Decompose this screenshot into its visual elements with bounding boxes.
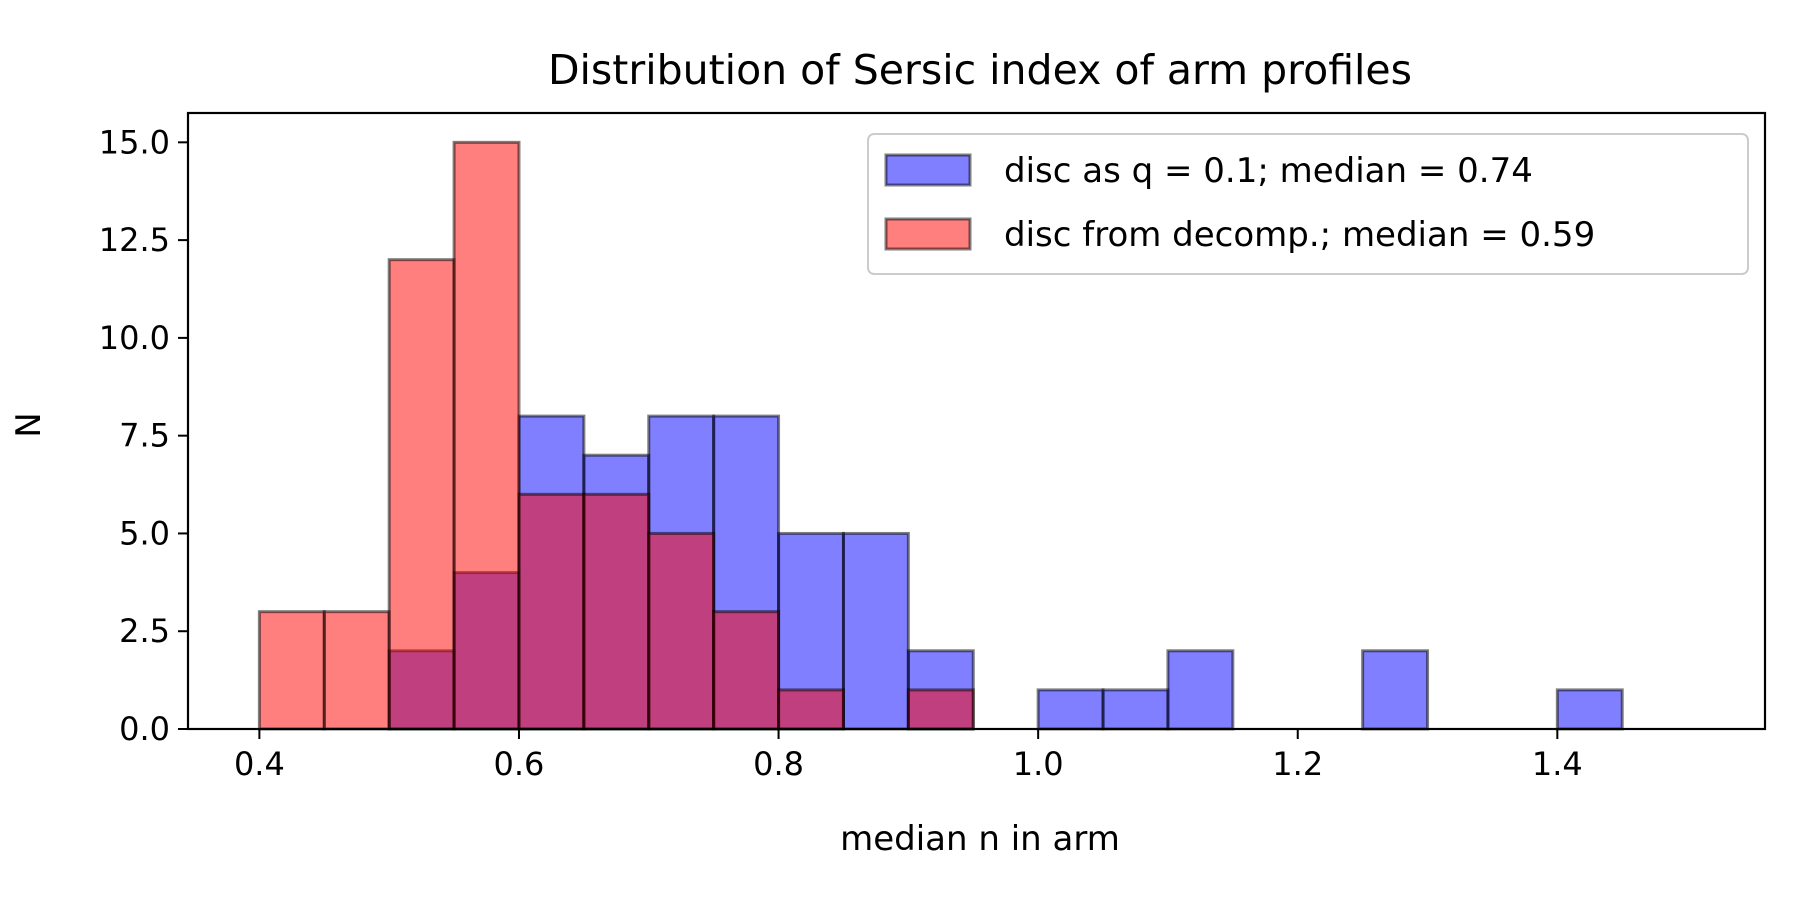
plot-frame: [186, 111, 1767, 731]
y-tick-label-5: 12.5: [99, 221, 170, 259]
y-tick-label-1: 2.5: [119, 612, 170, 650]
x-tick-label-3: 1.0: [1013, 745, 1064, 783]
bar-series-1-bin-8: [777, 688, 845, 731]
x-tick-label-5: 1.4: [1532, 745, 1583, 783]
bar-series-0-bin-13: [1101, 688, 1170, 731]
x-axis-label: median n in arm: [840, 819, 1120, 859]
y-tick-label-4: 10.0: [99, 319, 170, 357]
bar-series-1-bin-4: [517, 492, 586, 731]
y-tick-label-3: 7.5: [119, 417, 170, 455]
bar-series-0-bin-20: [1555, 688, 1624, 731]
bar-series-0-bin-12: [1036, 688, 1105, 731]
bar-series-0-bin-17: [1361, 649, 1430, 731]
legend-label-0: disc as q = 0.1; median = 0.74: [1004, 151, 1533, 191]
bar-series-1-bin-10: [906, 688, 975, 731]
bar-series-1-bin-6: [647, 531, 716, 731]
x-tick-label-2: 0.8: [753, 745, 804, 783]
legend-swatch-1: [884, 217, 972, 251]
bar-series-0-bin-9: [841, 531, 910, 731]
bar-series-1-bin-2: [387, 258, 456, 731]
legend-label-1: disc from decomp.; median = 0.59: [1004, 215, 1595, 255]
legend-box: [867, 133, 1749, 275]
series-1-bars: [257, 140, 975, 731]
x-tick-label-4: 1.2: [1272, 745, 1323, 783]
y-tick-label-6: 15.0: [99, 123, 170, 161]
bar-series-0-bin-14: [1166, 649, 1235, 731]
y-axis-label: N: [9, 412, 49, 437]
chart-title: Distribution of Sersic index of arm prof…: [548, 46, 1412, 94]
legend: disc as q = 0.1; median = 0.74 disc from …: [867, 133, 1749, 275]
y-axis: 0.0 2.5 5.0 7.5 10.0 12.5 15.0: [99, 123, 188, 748]
bar-series-1-bin-1: [322, 610, 391, 731]
x-tick-label-0: 0.4: [234, 745, 285, 783]
bar-series-1-bin-7: [712, 610, 781, 731]
bar-series-1-bin-5: [582, 492, 651, 731]
bars-layer: [257, 140, 1624, 731]
legend-swatch-0: [884, 153, 972, 187]
x-tick-label-1: 0.6: [494, 745, 545, 783]
y-tick-label-2: 5.0: [119, 514, 170, 552]
y-tick-label-0: 0.0: [119, 710, 170, 748]
bar-series-1-bin-3: [452, 140, 521, 731]
x-axis: 0.4 0.6 0.8 1.0 1.2 1.4: [234, 729, 1583, 783]
bar-series-1-bin-0: [257, 610, 326, 731]
